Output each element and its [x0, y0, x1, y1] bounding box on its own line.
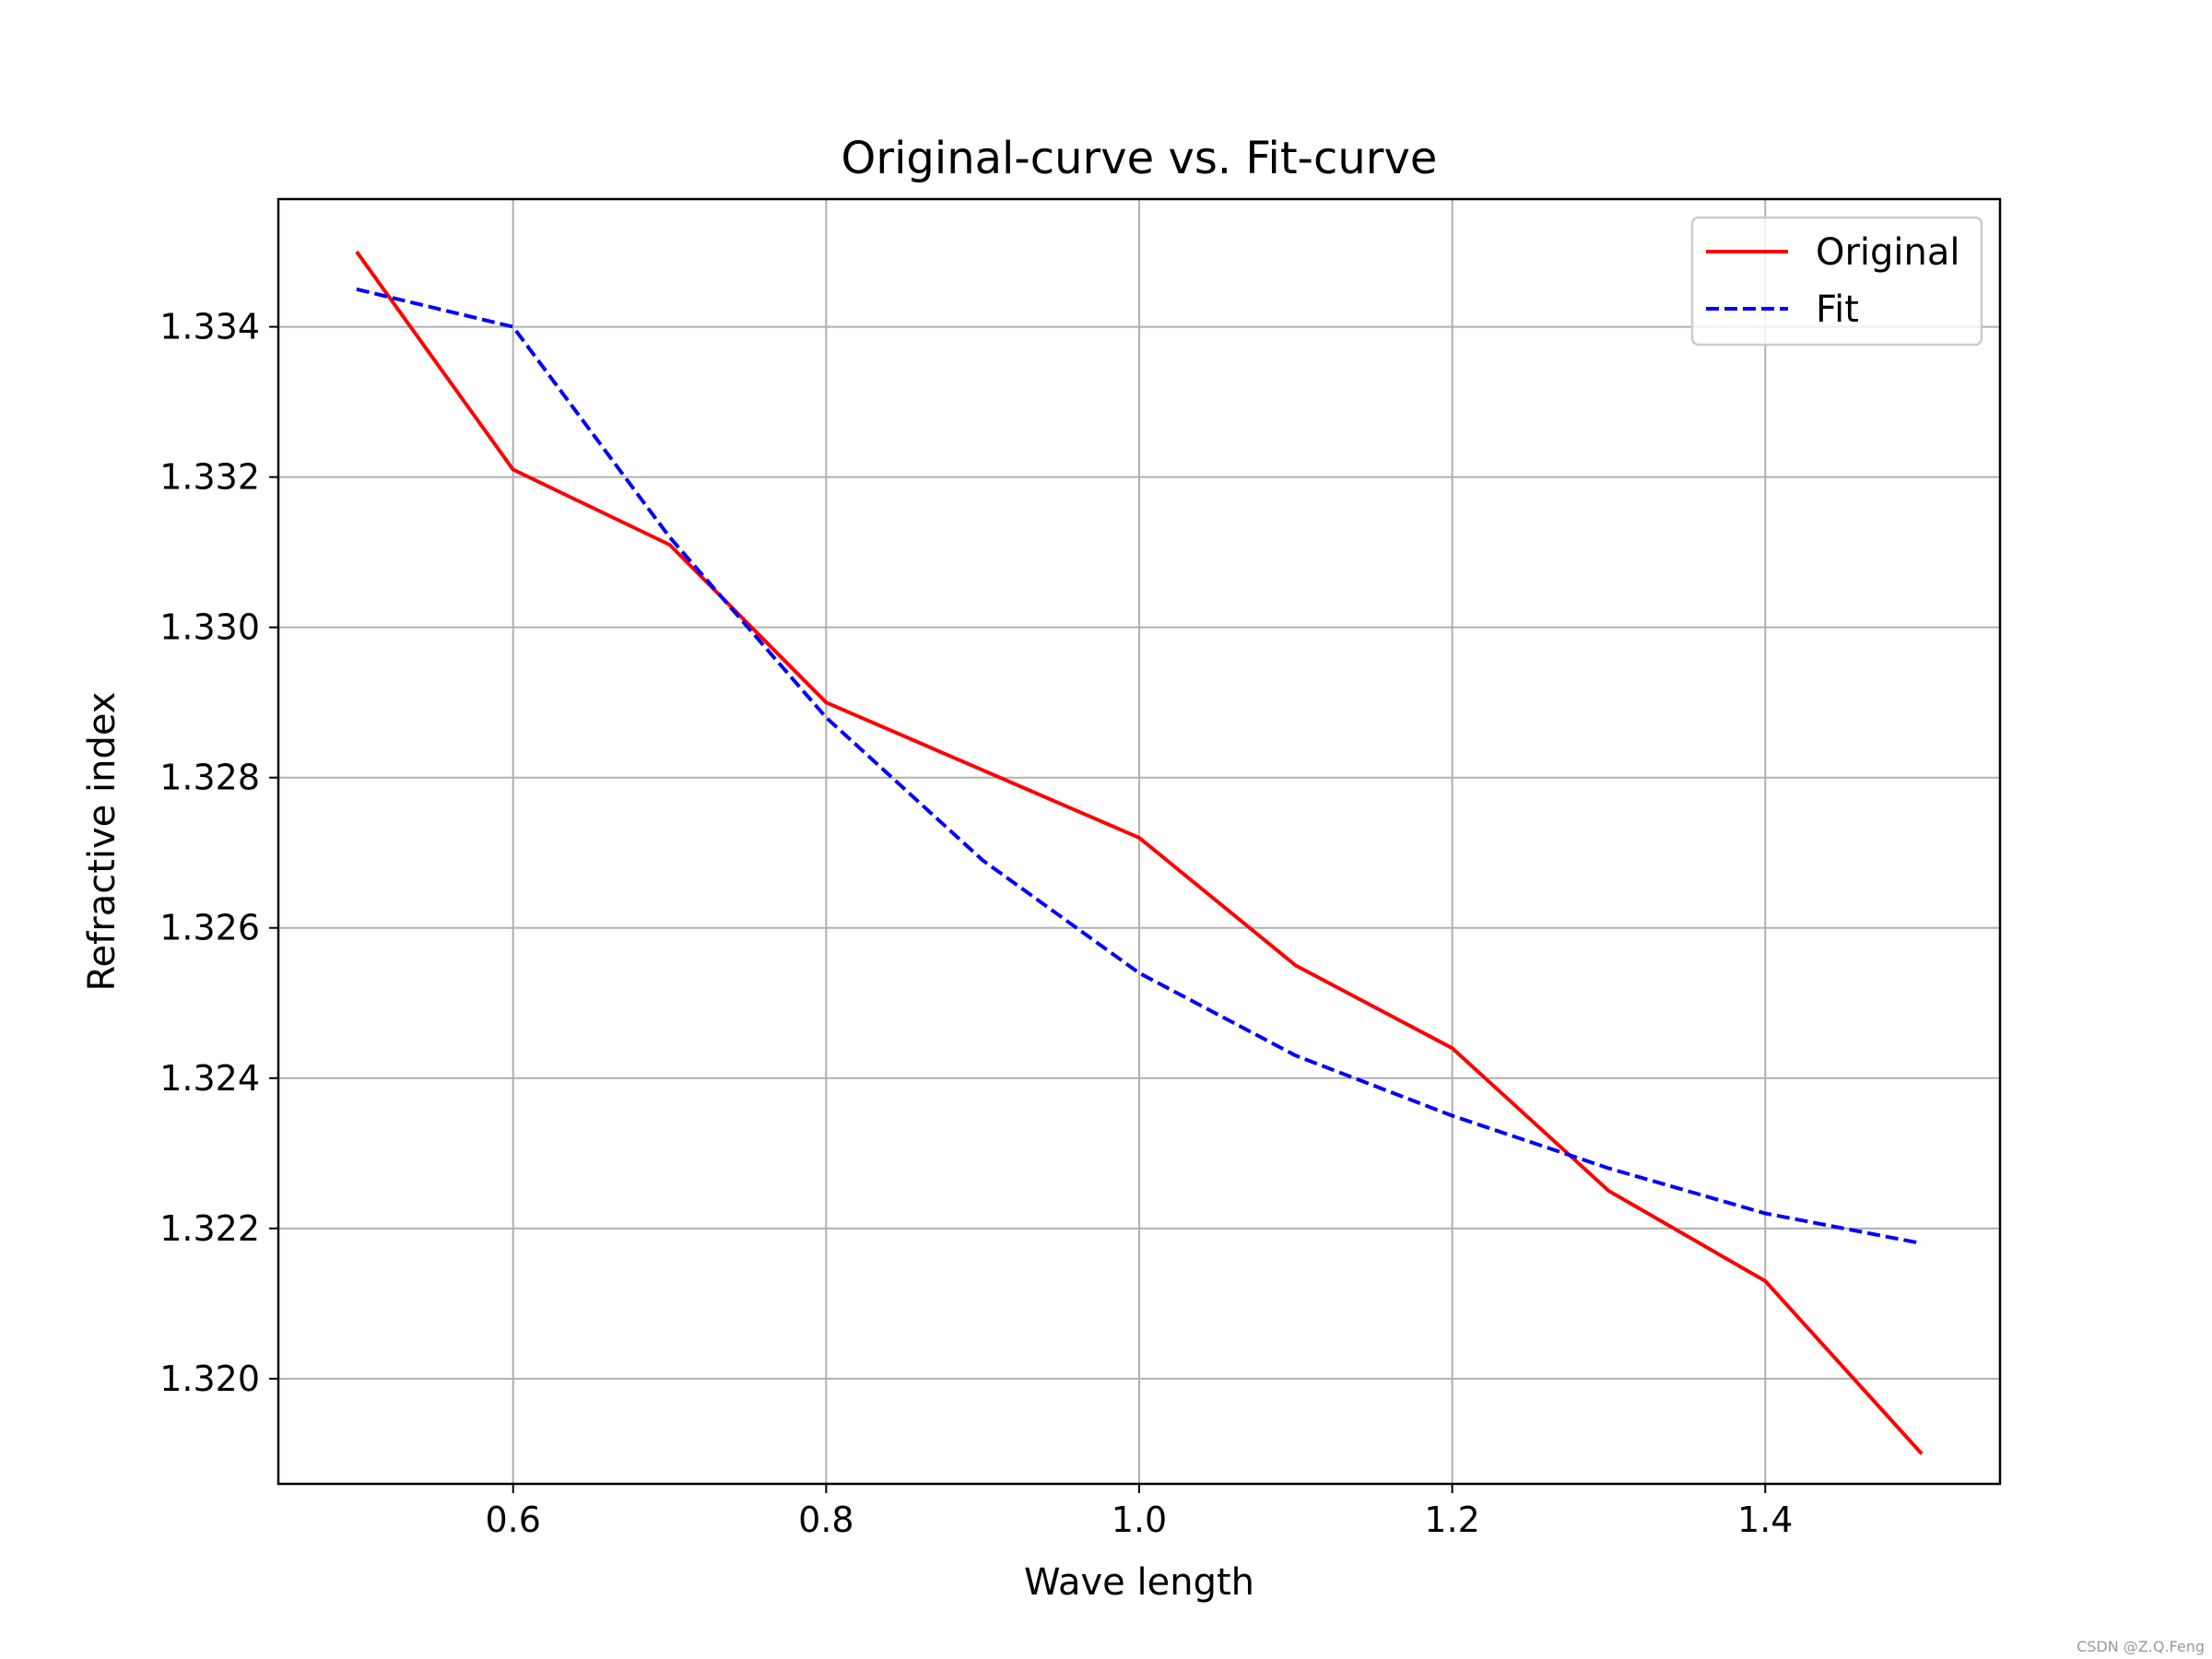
y-axis-ticks: 1.320 1.322 1.324 1.326 1.328 1.330 1.332 1.334	[159, 307, 278, 1399]
x-tick-label: 1.2	[1424, 1500, 1479, 1540]
chart-title: Original-curve vs. Fit-curve	[841, 133, 1438, 184]
x-tick-label: 0.8	[798, 1500, 853, 1540]
legend-label-fit: Fit	[1816, 288, 1859, 331]
y-tick-label: 1.332	[159, 457, 260, 498]
y-tick-label: 1.326	[159, 908, 260, 948]
series-line-fit	[356, 287, 1923, 1246]
legend-box	[1690, 216, 1983, 347]
legend-label-original: Original	[1816, 231, 1960, 274]
x-tick-label: 0.6	[486, 1500, 541, 1540]
watermark-text: CSDN @Z.Q.Feng	[2077, 1638, 2205, 1655]
x-axis-label: Wave length	[1024, 1561, 1254, 1604]
series-line-original	[355, 250, 1924, 1455]
x-tick-label: 1.4	[1737, 1500, 1793, 1540]
x-axis-ticks: 0.6 0.8 1.0 1.2 1.4	[486, 1484, 1793, 1540]
y-tick-label: 1.322	[159, 1208, 260, 1249]
legend: Original Fit	[1690, 216, 1983, 347]
plot-lines	[355, 250, 1924, 1455]
grid	[278, 199, 2000, 1484]
y-tick-label: 1.334	[159, 307, 260, 347]
y-tick-label: 1.320	[159, 1359, 260, 1399]
y-tick-label: 1.324	[159, 1058, 260, 1099]
y-tick-label: 1.330	[159, 607, 260, 648]
y-tick-label: 1.328	[159, 758, 260, 798]
x-tick-label: 1.0	[1112, 1500, 1167, 1540]
y-axis-label: Refractive index	[81, 692, 124, 992]
